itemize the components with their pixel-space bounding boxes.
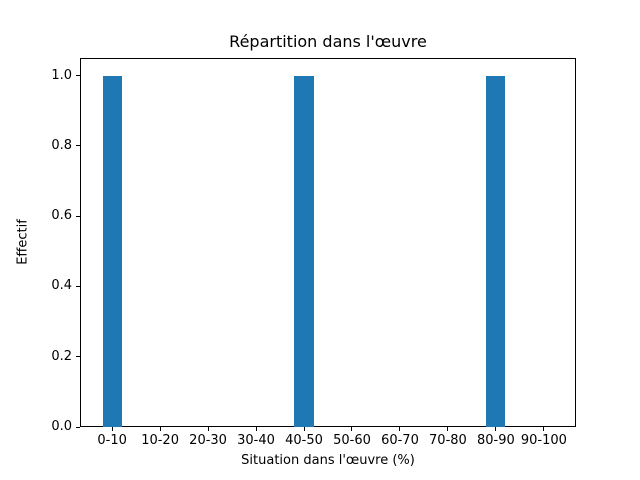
y-tick-mark [76,75,80,77]
y-tick-mark [76,145,80,147]
x-tick-label: 0-10 [97,433,127,448]
x-tick-mark [255,427,257,431]
y-axis-label: Effectif [15,219,31,265]
x-tick-mark [207,427,209,431]
bar-80-90 [486,75,506,427]
x-tick-mark [111,427,113,431]
x-tick-mark [543,427,545,431]
x-tick-label: 30-40 [237,433,275,448]
y-tick-label: 0.6 [51,208,72,224]
bar-40-50 [294,75,314,427]
y-tick-mark [76,215,80,217]
x-tick-label: 10-20 [141,433,179,448]
y-tick-mark [76,356,80,358]
x-tick-label: 50-60 [333,433,371,448]
y-tick-label: 1.0 [51,67,72,83]
x-axis-label: Situation dans l'œuvre (%) [241,453,415,468]
x-tick-mark [447,427,449,431]
x-tick-label: 40-50 [285,433,323,448]
chart-title: Répartition dans l'œuvre [229,32,427,51]
x-tick-label: 80-90 [477,433,515,448]
y-tick-label: 0.4 [51,278,72,294]
x-tick-mark [159,427,161,431]
plot-area: 0-10 10-20 20-30 30-40 40-50 50-60 60-70 70-80 8… [51,58,576,448]
y-tick-mark [76,426,80,428]
x-tick-mark [303,427,305,431]
x-tick-label: 70-80 [429,433,467,448]
x-tick-label: 20-30 [189,433,227,448]
x-tick-mark [399,427,401,431]
x-tick-mark [495,427,497,431]
y-tick-label: 0.2 [51,348,72,364]
x-tick-mark [351,427,353,431]
y-tick-mark [76,285,80,287]
bar-0-10 [102,75,122,427]
x-tick-label: 60-70 [381,433,419,448]
y-tick-label: 0.0 [51,419,72,434]
y-tick-label: 0.8 [51,137,72,153]
x-tick-label: 90-100 [520,433,567,448]
